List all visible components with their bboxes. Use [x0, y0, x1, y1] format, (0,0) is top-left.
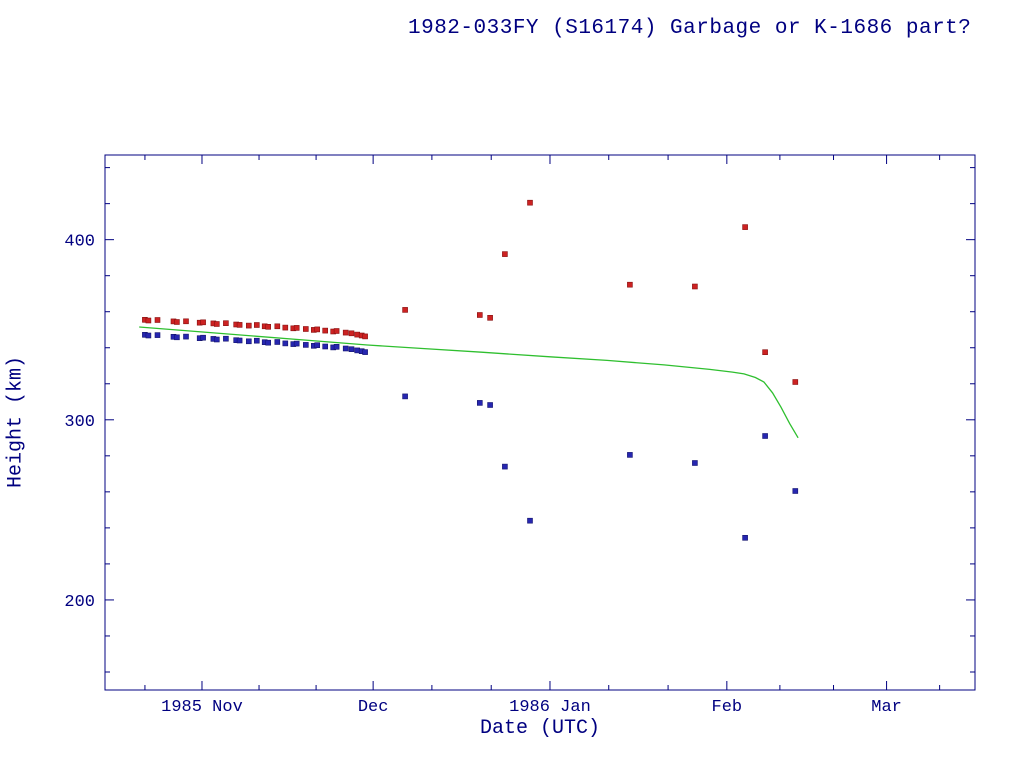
- perigee-height-marker: [402, 393, 408, 400]
- x-tick-label: 1986 Jan: [509, 698, 591, 717]
- decay-curve-line: [139, 326, 799, 439]
- perigee-height-marker: [502, 463, 508, 470]
- x-tick-label: 1985 Nov: [161, 698, 243, 717]
- perigee-height-marker: [333, 343, 340, 350]
- perigee-height-marker: [342, 345, 349, 352]
- perigee-height-marker: [254, 337, 260, 344]
- perigee-height-marker: [476, 400, 483, 406]
- perigee-height-marker: [154, 332, 161, 338]
- apogee-height-marker: [402, 307, 408, 313]
- apogee-height-marker: [342, 329, 349, 336]
- perigee-height-marker: [692, 460, 698, 466]
- perigee-height-marker: [322, 343, 329, 350]
- apogee-height-marker: [223, 320, 229, 327]
- apogee-height-marker: [274, 323, 281, 330]
- apogee-height-marker: [254, 322, 260, 328]
- apogee-height-marker: [527, 199, 533, 206]
- perigee-height-marker: [302, 342, 309, 348]
- x-axis-label: Date (UTC): [479, 717, 601, 740]
- perigee-height-marker: [362, 349, 368, 355]
- perigee-height-marker: [174, 334, 180, 341]
- perigee-height-marker: [293, 340, 300, 347]
- apogee-height-marker: [154, 317, 161, 323]
- perigee-height-marker: [348, 346, 355, 353]
- plot-frame: [104, 154, 976, 691]
- apogee-height-marker: [265, 323, 272, 330]
- y-tick-label: 300: [64, 413, 95, 432]
- perigee-height-marker: [246, 338, 252, 345]
- perigee-height-marker: [200, 334, 206, 341]
- apogee-height-marker: [293, 325, 300, 331]
- x-tick-label: Feb: [712, 698, 743, 717]
- perigee-height-marker: [627, 452, 633, 458]
- perigee-height-marker: [792, 488, 799, 494]
- apogee-height-marker: [200, 319, 206, 326]
- y-tick-label: 400: [64, 233, 95, 252]
- apogee-height-marker: [627, 281, 633, 288]
- apogee-height-marker: [236, 322, 243, 328]
- apogee-height-marker: [322, 327, 329, 334]
- perigee-height-marker: [214, 336, 220, 343]
- perigee-height-marker: [274, 339, 281, 345]
- apogee-height-marker: [214, 321, 220, 327]
- chart-title: 1982-033FY (S16174) Garbage or K-1686 pa…: [408, 17, 972, 40]
- apogee-height-marker: [762, 349, 768, 356]
- perigee-height-marker: [742, 534, 748, 541]
- apogee-height-marker: [174, 319, 180, 325]
- apogee-height-marker: [348, 330, 355, 337]
- perigee-height-marker: [282, 340, 289, 347]
- apogee-height-marker: [502, 251, 508, 257]
- y-tick-label: 200: [64, 593, 95, 612]
- perigee-height-marker: [236, 337, 243, 344]
- apogee-height-marker: [487, 314, 493, 321]
- apogee-height-marker: [282, 324, 289, 331]
- perigee-height-marker: [183, 333, 189, 340]
- apogee-height-marker: [476, 312, 483, 318]
- apogee-height-marker: [183, 318, 189, 325]
- perigee-height-marker: [527, 517, 533, 524]
- apogee-height-marker: [246, 322, 252, 329]
- apogee-height-marker: [742, 224, 748, 230]
- perigee-height-marker: [487, 402, 493, 408]
- apogee-height-marker: [792, 379, 799, 385]
- perigee-height-marker: [223, 335, 229, 342]
- perigee-height-marker: [762, 433, 768, 439]
- perigee-height-marker: [145, 332, 152, 339]
- apogee-height-marker: [333, 328, 340, 334]
- perigee-height-marker: [314, 342, 321, 349]
- apogee-height-marker: [362, 333, 368, 340]
- apogee-height-marker: [692, 283, 698, 290]
- x-tick-label: Mar: [871, 698, 902, 717]
- apogee-height-marker: [302, 326, 309, 332]
- apogee-height-marker: [314, 326, 321, 333]
- x-tick-label: Dec: [358, 698, 389, 717]
- apogee-height-marker: [145, 317, 152, 324]
- perigee-height-marker: [265, 339, 272, 346]
